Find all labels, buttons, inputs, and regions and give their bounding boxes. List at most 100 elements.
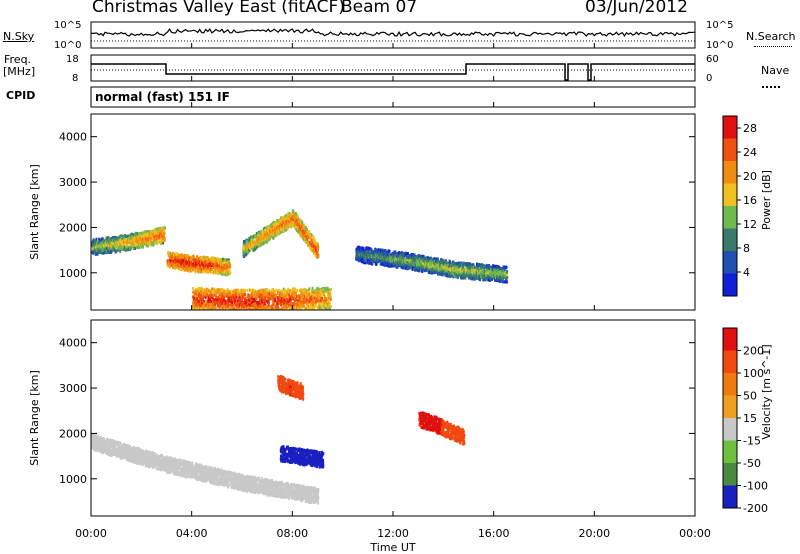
heatmap-cell bbox=[214, 310, 216, 313]
heatmap-cell bbox=[232, 294, 235, 298]
heatmap-cell bbox=[229, 311, 231, 314]
heatmap-cell bbox=[195, 265, 198, 269]
heatmap-cell bbox=[194, 292, 197, 296]
heatmap-cell bbox=[305, 308, 308, 310]
heatmap-cell bbox=[477, 265, 480, 269]
heatmap-cell bbox=[179, 255, 181, 259]
heatmap-cell bbox=[163, 237, 166, 241]
heatmap-cell bbox=[434, 261, 437, 265]
heatmap-cell bbox=[244, 293, 247, 296]
heatmap-cell bbox=[429, 256, 432, 260]
heatmap-cell bbox=[484, 264, 486, 268]
heatmap-cell bbox=[216, 308, 219, 310]
heatmap-cell bbox=[217, 310, 219, 313]
heatmap-cell bbox=[110, 236, 113, 240]
heatmap-cell bbox=[264, 238, 267, 242]
heatmap-cell bbox=[203, 300, 206, 304]
heatmap-cell bbox=[106, 246, 109, 250]
heatmap-cell bbox=[219, 297, 222, 301]
heatmap-cell bbox=[126, 234, 129, 238]
heatmap-cell bbox=[253, 307, 256, 310]
heatmap-cell bbox=[376, 250, 379, 253]
heatmap-cell bbox=[188, 267, 191, 271]
heatmap-cell bbox=[261, 298, 264, 302]
heatmap-cell bbox=[433, 271, 436, 275]
heatmap-cell bbox=[162, 241, 165, 245]
heatmap-cell bbox=[364, 261, 367, 265]
heatmap-cell bbox=[235, 312, 237, 315]
heatmap-cell bbox=[314, 245, 317, 249]
heatmap-cell bbox=[199, 265, 202, 269]
heatmap-cell bbox=[404, 261, 407, 265]
heatmap-cell bbox=[302, 229, 305, 232]
heatmap-cell bbox=[395, 255, 398, 259]
heatmap-cell bbox=[444, 263, 447, 267]
heatmap-cell bbox=[259, 232, 261, 235]
heatmap-cell bbox=[161, 226, 164, 230]
heatmap-cell bbox=[217, 266, 220, 270]
heatmap-cell bbox=[309, 307, 312, 310]
heatmap-cell bbox=[227, 258, 230, 262]
heatmap-cell bbox=[146, 232, 149, 236]
heatmap-cell bbox=[186, 256, 189, 260]
heatmap-cell bbox=[260, 296, 263, 300]
heatmap-cell bbox=[381, 248, 384, 252]
heatmap-cell bbox=[192, 298, 195, 302]
heatmap-cell bbox=[279, 220, 282, 224]
heatmap-cell bbox=[376, 255, 379, 259]
heatmap-cell bbox=[444, 273, 447, 277]
heatmap-cell bbox=[96, 252, 99, 256]
heatmap-cell bbox=[237, 311, 239, 314]
heatmap-cell bbox=[112, 241, 115, 245]
heatmap-cell bbox=[305, 306, 308, 310]
heatmap-cell bbox=[392, 255, 395, 259]
heatmap-cell bbox=[468, 264, 470, 268]
heatmap-cell bbox=[222, 292, 225, 296]
heatmap-cell bbox=[205, 260, 207, 264]
heatmap-cell bbox=[249, 289, 252, 293]
heatmap-cell bbox=[195, 294, 198, 298]
heatmap-cell bbox=[402, 263, 405, 267]
heatmap-cell bbox=[357, 250, 360, 254]
heatmap-cell bbox=[222, 310, 224, 313]
nave-label: Nave bbox=[761, 64, 790, 77]
heatmap-cell bbox=[94, 240, 97, 244]
heatmap-cell bbox=[241, 298, 243, 302]
heatmap-cell bbox=[122, 243, 125, 247]
heatmap-cell bbox=[217, 288, 220, 292]
heatmap-cell bbox=[228, 267, 231, 271]
heatmap-cell bbox=[107, 237, 110, 241]
heatmap-cell bbox=[292, 211, 295, 214]
heatmap-cell bbox=[287, 298, 290, 302]
heatmap-cell bbox=[467, 271, 469, 275]
heatmap-cell bbox=[203, 266, 206, 270]
heatmap-cell bbox=[174, 266, 177, 270]
heatmap-cell bbox=[132, 242, 135, 246]
heatmap-cell bbox=[201, 258, 204, 262]
heatmap-cell bbox=[201, 301, 204, 305]
heatmap-cell bbox=[380, 253, 383, 257]
heatmap-cell bbox=[275, 311, 277, 314]
heatmap-cell bbox=[290, 290, 293, 294]
heatmap-cell bbox=[236, 311, 238, 314]
heatmap-cell bbox=[202, 263, 205, 267]
heatmap-cell bbox=[118, 244, 121, 248]
heatmap-cell bbox=[317, 287, 320, 291]
heatmap-cell bbox=[429, 262, 432, 266]
heatmap-cell bbox=[308, 287, 311, 291]
heatmap-cell bbox=[255, 312, 257, 315]
heatmap-cell bbox=[272, 288, 275, 292]
heatmap-cell bbox=[267, 304, 270, 308]
heatmap-cell bbox=[246, 288, 249, 292]
heatmap-cell bbox=[417, 254, 420, 258]
heatmap-cell bbox=[287, 225, 290, 229]
heatmap-cell bbox=[274, 228, 277, 232]
heatmap-cell bbox=[310, 248, 313, 251]
heatmap-cell bbox=[297, 311, 299, 314]
heatmap-cell bbox=[412, 259, 415, 263]
heatmap-cell bbox=[249, 312, 251, 315]
heatmap-cell bbox=[163, 238, 166, 242]
heatmap-cell bbox=[314, 302, 317, 306]
heatmap-cell bbox=[176, 253, 179, 257]
heatmap-cell bbox=[227, 290, 230, 294]
